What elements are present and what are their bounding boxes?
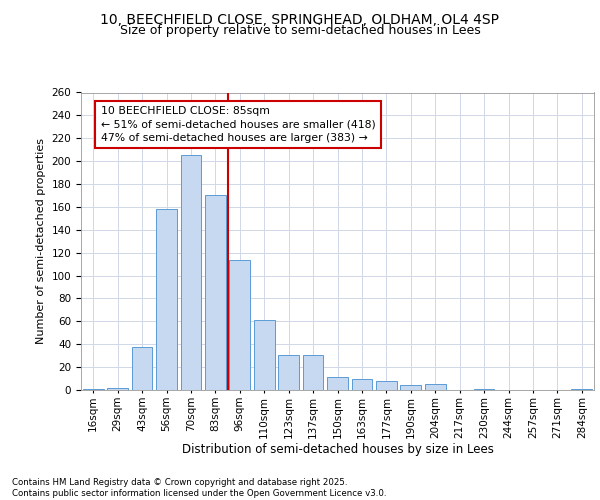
Bar bbox=[278, 354, 299, 390]
Bar bbox=[83, 389, 104, 390]
Text: Size of property relative to semi-detached houses in Lees: Size of property relative to semi-detach… bbox=[119, 24, 481, 37]
Bar bbox=[205, 196, 226, 390]
Bar bbox=[254, 320, 275, 390]
Bar bbox=[107, 388, 128, 390]
Bar bbox=[327, 378, 348, 390]
Bar bbox=[571, 389, 592, 390]
Bar bbox=[400, 386, 421, 390]
Text: Contains HM Land Registry data © Crown copyright and database right 2025.
Contai: Contains HM Land Registry data © Crown c… bbox=[12, 478, 386, 498]
Bar bbox=[302, 354, 323, 390]
Bar bbox=[181, 156, 202, 390]
Bar bbox=[425, 384, 446, 390]
Bar bbox=[156, 209, 177, 390]
Text: 10, BEECHFIELD CLOSE, SPRINGHEAD, OLDHAM, OL4 4SP: 10, BEECHFIELD CLOSE, SPRINGHEAD, OLDHAM… bbox=[101, 12, 499, 26]
Y-axis label: Number of semi-detached properties: Number of semi-detached properties bbox=[36, 138, 46, 344]
Bar bbox=[229, 260, 250, 390]
Bar bbox=[376, 381, 397, 390]
Text: 10 BEECHFIELD CLOSE: 85sqm
← 51% of semi-detached houses are smaller (418)
47% o: 10 BEECHFIELD CLOSE: 85sqm ← 51% of semi… bbox=[101, 106, 375, 142]
X-axis label: Distribution of semi-detached houses by size in Lees: Distribution of semi-detached houses by … bbox=[182, 443, 493, 456]
Bar bbox=[131, 346, 152, 390]
Bar bbox=[473, 389, 494, 390]
Bar bbox=[352, 378, 373, 390]
